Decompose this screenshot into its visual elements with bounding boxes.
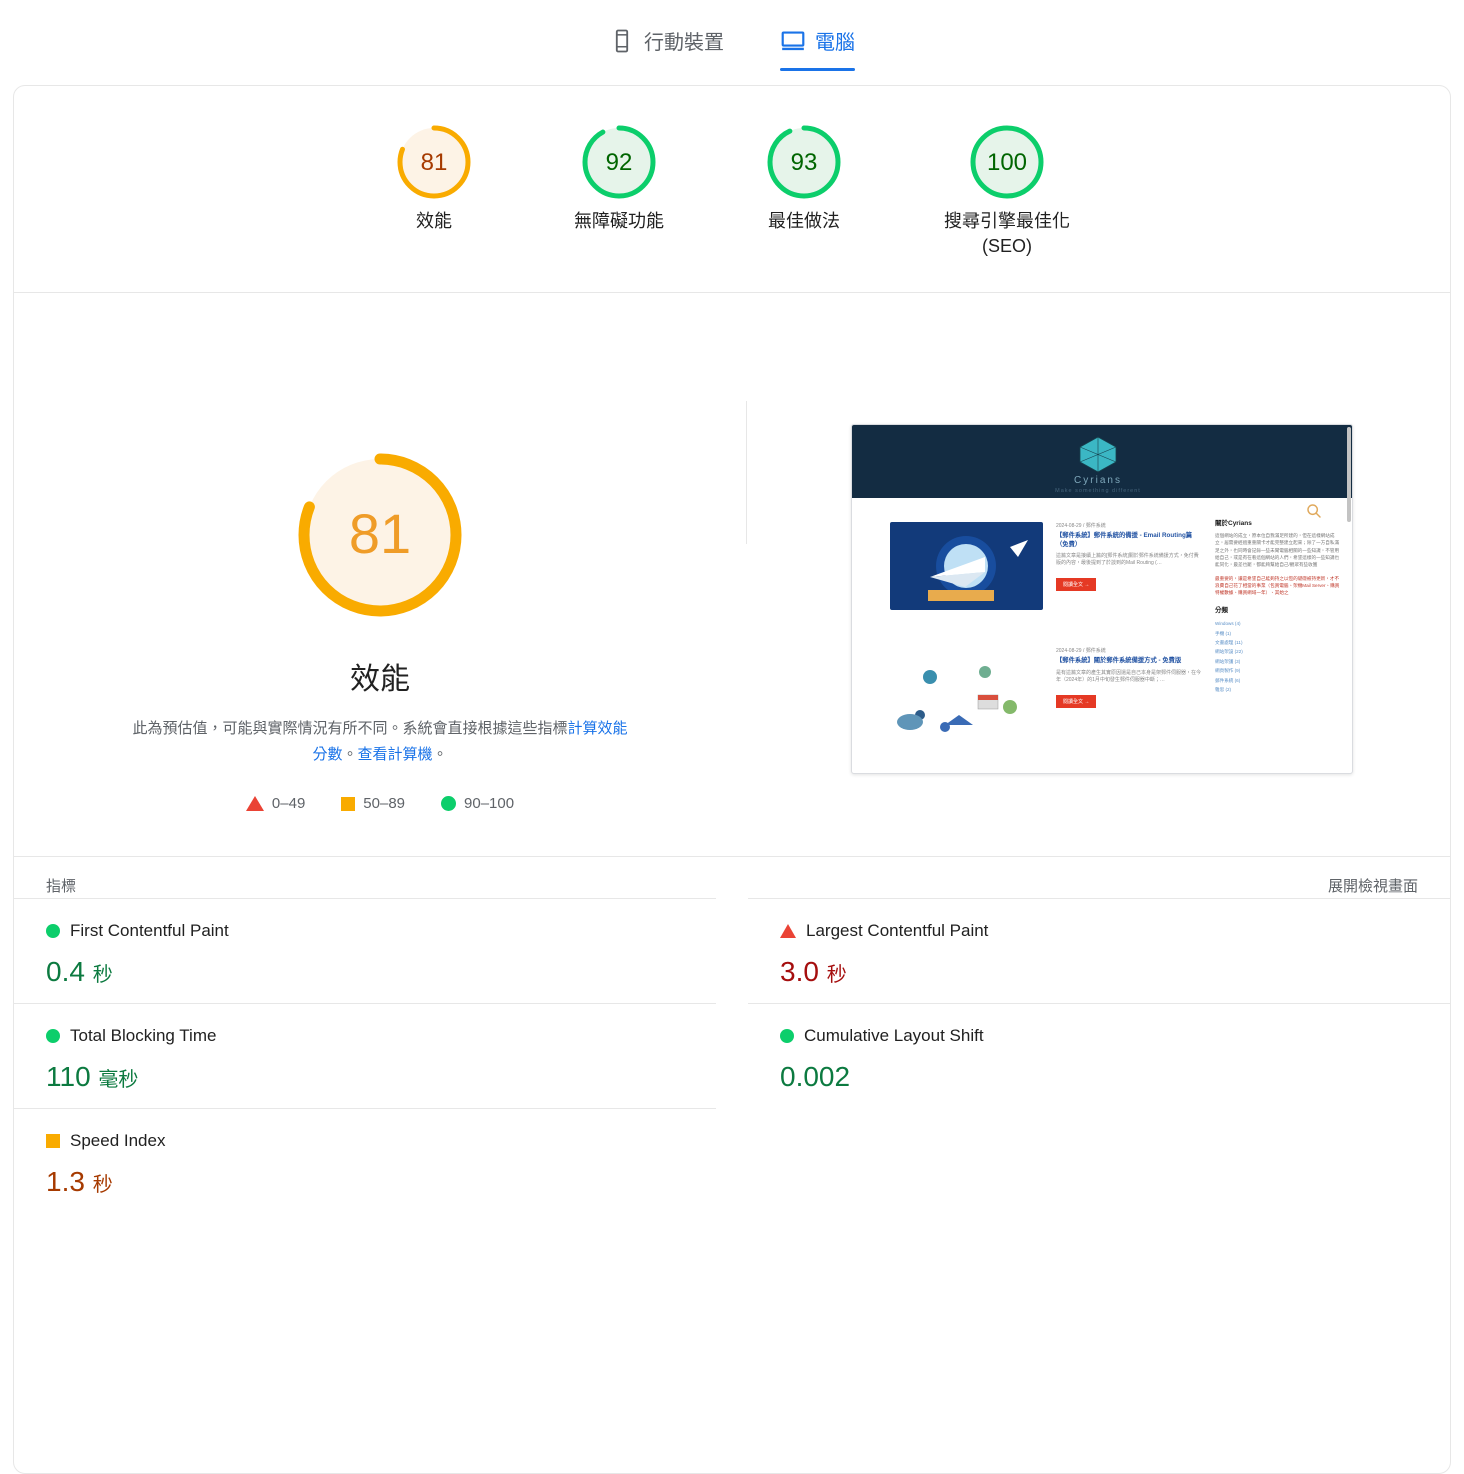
svg-text:92: 92 [606, 149, 633, 176]
svg-text:93: 93 [791, 149, 818, 176]
svg-text:81: 81 [349, 502, 411, 565]
svg-text:100: 100 [987, 149, 1027, 176]
svg-text:81: 81 [421, 149, 448, 176]
